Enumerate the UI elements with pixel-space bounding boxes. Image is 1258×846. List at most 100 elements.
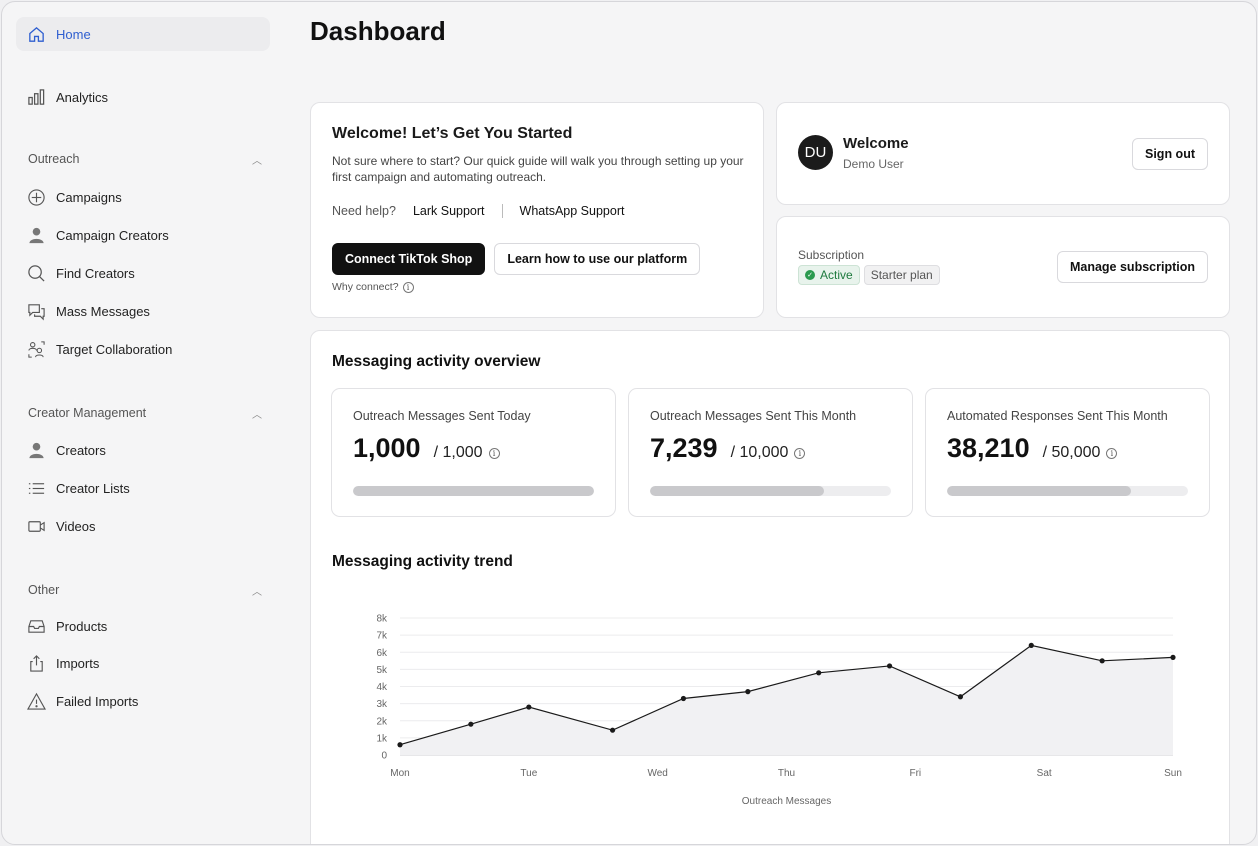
user-greeting: Welcome <box>843 135 909 152</box>
manage-subscription-button[interactable]: Manage subscription <box>1056 251 1208 283</box>
chevron-up-icon: ︿ <box>252 586 262 598</box>
overview-title: Messaging activity overview <box>332 353 541 370</box>
x-tick-label: Mon <box>390 768 409 779</box>
stat-count: 7,239 <box>650 433 718 463</box>
stat-card-today: Outreach Messages Sent Today 1,000 / 1,0… <box>331 388 616 517</box>
data-point <box>609 727 616 733</box>
y-tick-label: 0 <box>381 751 387 762</box>
stat-value: 38,210 / 50,000 i <box>947 433 1118 464</box>
series-area <box>400 645 1173 755</box>
info-icon[interactable]: i <box>488 448 500 459</box>
subscription-label: Subscription <box>798 248 865 262</box>
progress-fill <box>650 486 825 496</box>
data-point <box>1099 658 1105 664</box>
info-icon: i <box>402 281 414 293</box>
data-point <box>1170 654 1176 660</box>
check-circle-icon: ✓ <box>805 270 815 280</box>
section-title: Other <box>28 583 60 597</box>
sidebar-item-campaigns[interactable]: Campaigns <box>16 180 270 214</box>
bar-chart-icon <box>26 87 46 107</box>
stat-limit-text: / 10,000 <box>730 444 789 461</box>
section-outreach[interactable]: Outreach ︿ <box>28 149 262 169</box>
sidebar-item-label: Creators <box>56 442 106 458</box>
sidebar-item-imports[interactable]: Imports <box>16 646 270 680</box>
activity-card: Messaging activity overview Outreach Mes… <box>310 330 1230 844</box>
sidebar-item-products[interactable]: Products <box>16 609 270 643</box>
progress-fill <box>353 486 594 496</box>
sidebar-item-label: Imports <box>56 655 100 671</box>
x-axis-label: Outreach Messages <box>742 796 832 807</box>
search-icon <box>26 263 46 283</box>
x-tick-label: Tue <box>520 768 537 779</box>
crosshair-icon <box>26 187 46 207</box>
data-point <box>745 689 751 695</box>
inbox-tray-icon <box>26 616 46 636</box>
subscription-badges: ✓ Active Starter plan <box>798 265 940 285</box>
sidebar-item-creators[interactable]: Creators <box>16 433 270 467</box>
learn-platform-button[interactable]: Learn how to use our platform <box>494 243 701 275</box>
status-text: Active <box>820 268 853 282</box>
sidebar-item-mass-messages[interactable]: Mass Messages <box>16 294 270 328</box>
data-point <box>816 670 822 676</box>
welcome-title: Welcome! Let’s Get You Started <box>332 125 573 142</box>
info-icon[interactable]: i <box>1106 448 1118 459</box>
sidebar-item-label: Home <box>56 26 91 42</box>
data-point <box>886 663 893 669</box>
sidebar-item-campaign-creators[interactable]: Campaign Creators <box>16 218 270 252</box>
y-tick-label: 5k <box>376 665 388 676</box>
whatsapp-support-link[interactable]: WhatsApp Support <box>519 204 625 218</box>
stat-limit-text: / 1,000 <box>433 444 483 461</box>
sidebar-item-analytics[interactable]: Analytics <box>16 80 270 114</box>
section-title: Outreach <box>28 152 80 166</box>
sidebar-item-label: Mass Messages <box>56 303 150 319</box>
stat-limit: / 10,000 i <box>731 444 806 462</box>
progress-bar <box>947 486 1188 496</box>
sidebar-item-label: Campaign Creators <box>56 227 169 243</box>
data-point <box>526 704 532 710</box>
why-connect-label: Why connect? <box>332 281 399 293</box>
cta-row: Connect TikTok Shop Learn how to use our… <box>332 243 701 275</box>
welcome-card: Welcome! Let’s Get You Started Not sure … <box>310 102 764 318</box>
sidebar: Home Analytics Outreach ︿ Campaigns Camp… <box>2 2 287 844</box>
y-tick-label: 4k <box>376 682 388 693</box>
chat-bubbles-icon <box>26 301 46 321</box>
sidebar-item-failed-imports[interactable]: Failed Imports <box>16 684 270 718</box>
sidebar-item-label: Find Creators <box>56 265 135 281</box>
info-icon[interactable]: i <box>794 448 806 459</box>
sidebar-item-label: Analytics <box>56 89 109 105</box>
sidebar-item-creator-lists[interactable]: Creator Lists <box>16 471 270 505</box>
y-tick-label: 7k <box>376 631 388 642</box>
sidebar-item-label: Creator Lists <box>56 480 130 496</box>
y-tick-label: 2k <box>376 716 388 727</box>
section-other[interactable]: Other ︿ <box>28 580 262 600</box>
x-tick-label: Sun <box>1164 768 1182 779</box>
subscription-card: Subscription ✓ Active Starter plan Manag… <box>776 216 1230 318</box>
sidebar-item-find-creators[interactable]: Find Creators <box>16 256 270 290</box>
data-point <box>397 742 403 748</box>
section-title: Creator Management <box>28 406 147 420</box>
sidebar-item-target-collaboration[interactable]: Target Collaboration <box>16 332 270 366</box>
why-connect[interactable]: Why connect? i <box>332 281 414 293</box>
sidebar-item-home[interactable]: Home <box>16 17 270 51</box>
trend-chart: 0 1k 2k 3k 4k 5k 6k 7k 8k Mon Tue Wed Thu Fri Sat Sun Ou… <box>376 614 1182 808</box>
y-tick-label: 8k <box>376 614 388 625</box>
stat-label: Automated Responses Sent This Month <box>947 409 1168 423</box>
sidebar-item-videos[interactable]: Videos <box>16 509 270 543</box>
progress-fill <box>947 486 1132 496</box>
page-title: Dashboard <box>310 16 446 46</box>
stat-label: Outreach Messages Sent This Month <box>650 409 857 423</box>
stat-value: 7,239 / 10,000 i <box>650 433 806 464</box>
stat-limit: / 1,000 i <box>434 444 500 462</box>
users-target-icon <box>26 339 46 359</box>
y-tick-label: 6k <box>376 648 388 659</box>
lark-support-link[interactable]: Lark Support <box>412 204 485 218</box>
stat-limit: / 50,000 i <box>1043 444 1118 462</box>
user-icon <box>26 225 46 245</box>
trend-title: Messaging activity trend <box>332 553 513 570</box>
section-creator-management[interactable]: Creator Management ︿ <box>28 403 262 423</box>
connect-tiktok-shop-button[interactable]: Connect TikTok Shop <box>332 243 486 275</box>
stat-count: 38,210 <box>947 433 1030 463</box>
stat-card-automated: Automated Responses Sent This Month 38,2… <box>925 388 1210 517</box>
sign-out-button[interactable]: Sign out <box>1132 138 1208 170</box>
